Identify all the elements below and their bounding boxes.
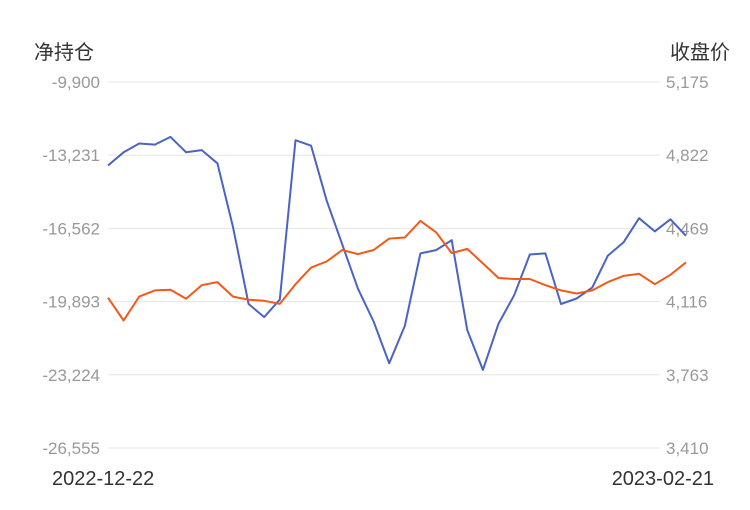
left-tick-label: -16,562	[42, 219, 100, 238]
net-position-line	[107, 135, 687, 371]
left-tick-label: -19,893	[42, 293, 100, 312]
right-tick-label: 3,410	[666, 439, 709, 458]
right-tick-label: 4,469	[666, 219, 709, 238]
tick-labels: -9,900 5,175 -13,231 4,822 -16,562 4,469 -19,8…	[42, 73, 708, 458]
x-start-label: 2022-12-22	[52, 468, 155, 490]
gridlines	[108, 81, 660, 449]
left-tick-label: -26,555	[42, 439, 100, 458]
right-tick-label: 5,175	[666, 73, 709, 92]
left-axis-title: 净持仓	[34, 40, 94, 64]
right-axis-title: 收盘价	[670, 40, 730, 64]
close-price-line	[107, 219, 687, 322]
left-tick-label: -23,224	[42, 366, 100, 385]
series-lines	[107, 135, 687, 371]
right-tick-label: 4,822	[666, 146, 709, 165]
left-tick-label: -9,900	[52, 73, 100, 92]
right-tick-label: 4,116	[666, 293, 707, 312]
left-tick-label: -13,231	[42, 146, 100, 165]
right-tick-label: 3,763	[666, 366, 709, 385]
x-end-label: 2023-02-21	[611, 468, 714, 490]
